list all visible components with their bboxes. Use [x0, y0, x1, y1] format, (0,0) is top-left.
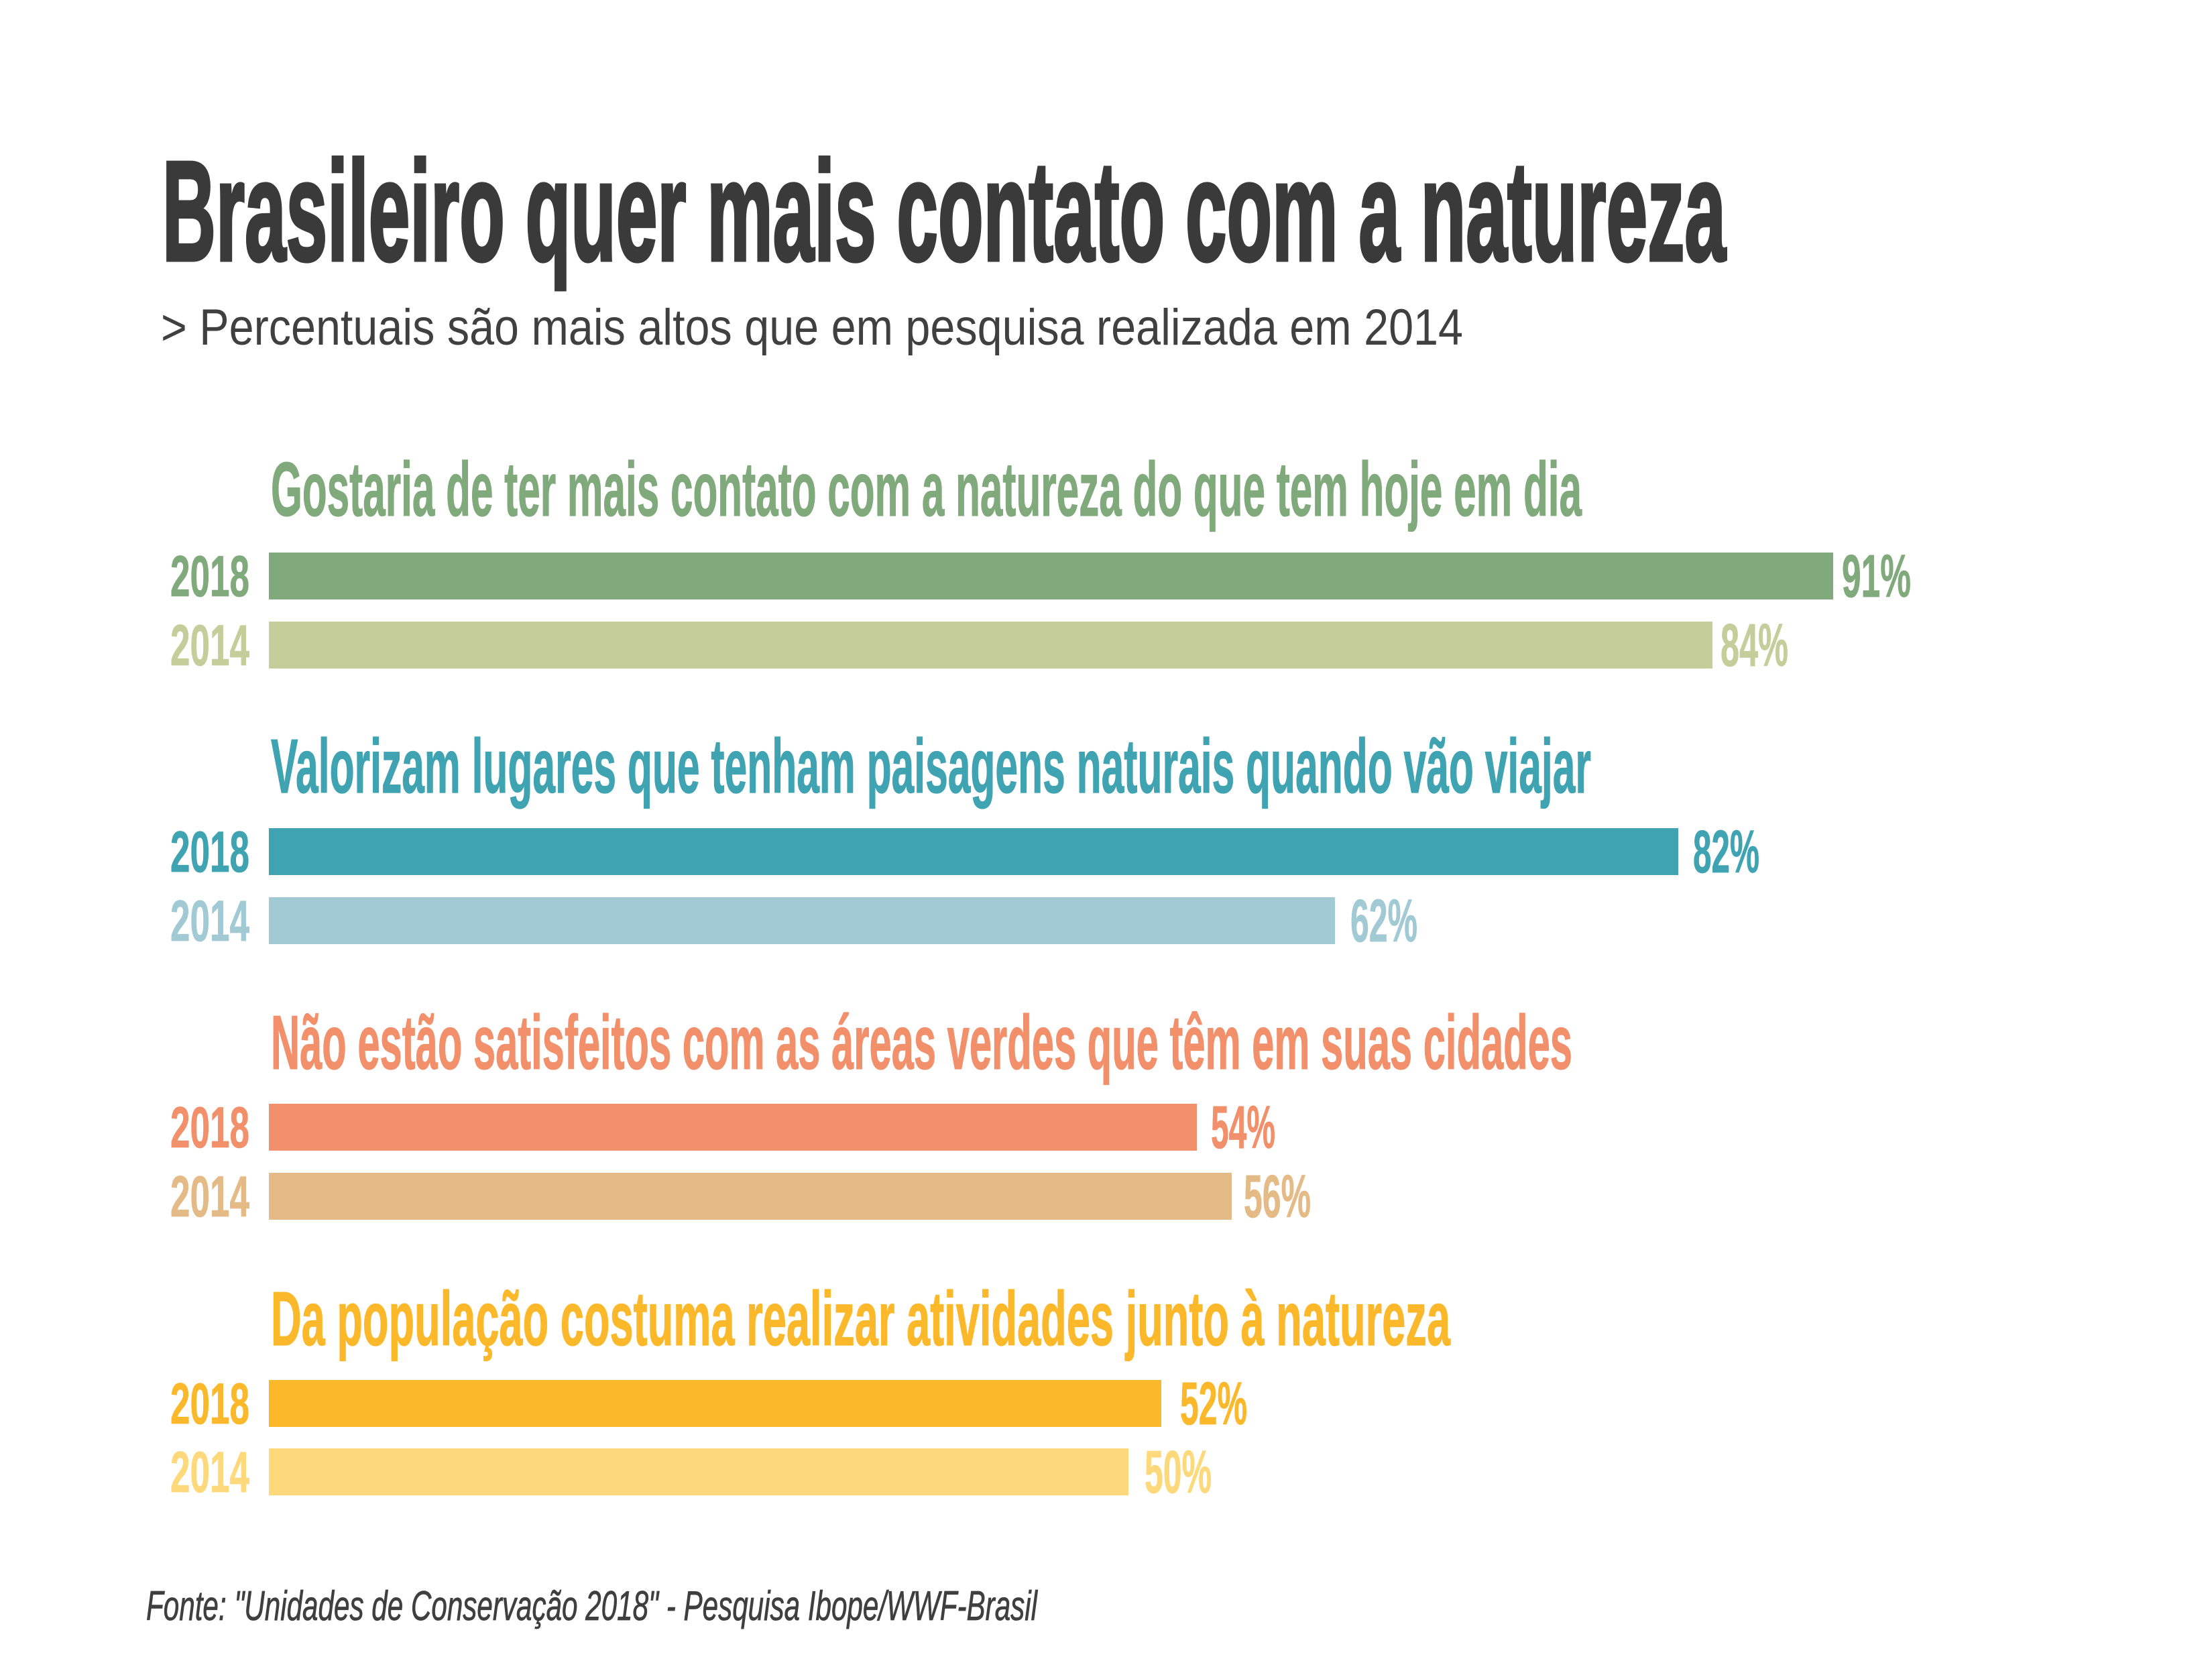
svg-text:56%: 56%	[1244, 1163, 1311, 1230]
svg-text:Valorizam lugares que tenham p: Valorizam lugares que tenham paisagens n…	[271, 724, 1591, 809]
svg-text:> Percentuais são mais altos q: > Percentuais são mais altos que em pesq…	[161, 299, 1463, 356]
svg-text:2014: 2014	[170, 1165, 249, 1229]
svg-text:2018: 2018	[170, 1372, 249, 1436]
svg-text:52%: 52%	[1180, 1371, 1247, 1438]
svg-text:2018: 2018	[170, 1096, 249, 1160]
svg-text:2014: 2014	[170, 614, 249, 678]
svg-text:84%: 84%	[1721, 612, 1788, 679]
svg-text:2018: 2018	[170, 820, 249, 884]
svg-text:2018: 2018	[170, 544, 249, 609]
svg-text:62%: 62%	[1350, 888, 1417, 955]
svg-text:2014: 2014	[170, 889, 249, 954]
svg-text:Brasileiro quer mais contato c: Brasileiro quer mais contato com a natur…	[162, 131, 1727, 290]
svg-text:82%: 82%	[1693, 819, 1759, 886]
svg-text:Fonte: "Unidades de Conservaçã: Fonte: "Unidades de Conservação 2018" - …	[146, 1583, 1039, 1629]
svg-text:Gostaria de ter mais contato c: Gostaria de ter mais contato com a natur…	[271, 447, 1582, 532]
svg-text:Não estão satisfeitos com as á: Não estão satisfeitos com as áreas verde…	[271, 1000, 1572, 1086]
svg-text:50%: 50%	[1145, 1439, 1212, 1506]
svg-text:54%: 54%	[1211, 1094, 1275, 1161]
svg-text:91%: 91%	[1842, 543, 1911, 610]
svg-text:2014: 2014	[170, 1440, 249, 1505]
svg-text:Da população costuma realizar: Da população costuma realizar atividades…	[271, 1277, 1451, 1362]
